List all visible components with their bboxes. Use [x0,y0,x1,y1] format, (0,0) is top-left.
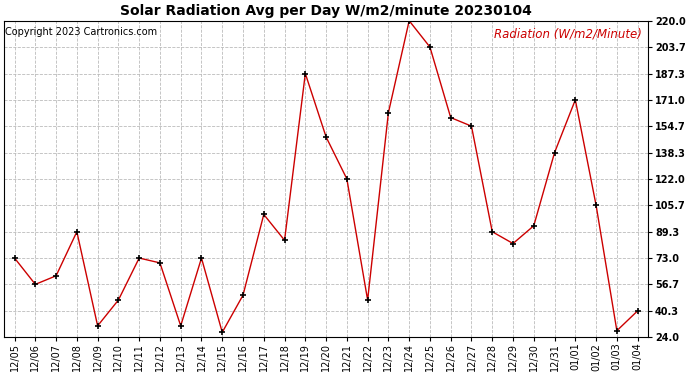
Text: Radiation (W/m2/Minute): Radiation (W/m2/Minute) [494,27,642,40]
Text: Copyright 2023 Cartronics.com: Copyright 2023 Cartronics.com [6,27,157,37]
Title: Solar Radiation Avg per Day W/m2/minute 20230104: Solar Radiation Avg per Day W/m2/minute … [120,4,532,18]
